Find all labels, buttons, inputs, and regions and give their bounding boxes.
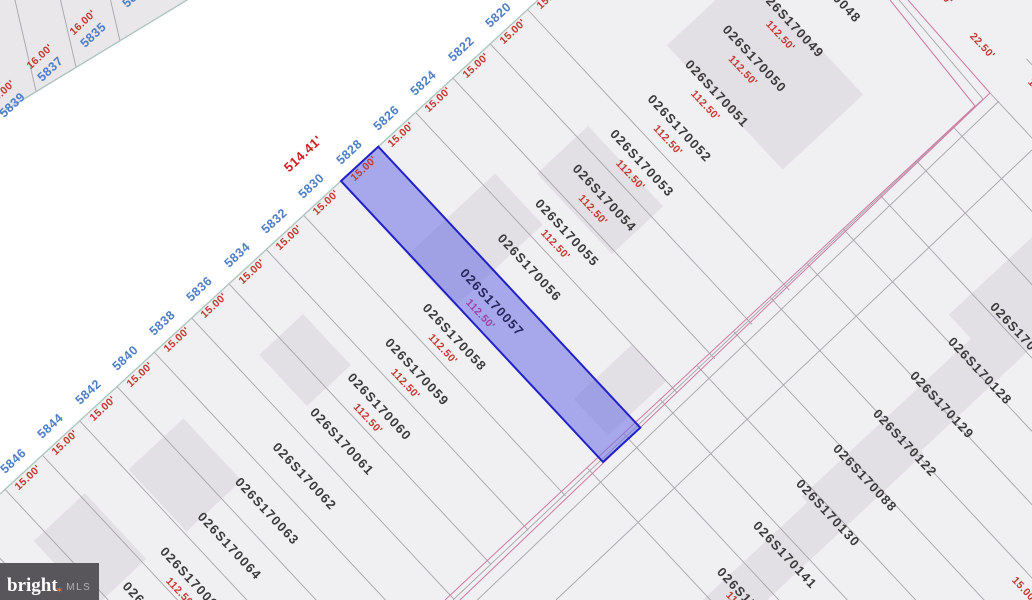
- lot-boundary-line: [154, 352, 387, 600]
- lot-boundary-line: [116, 386, 317, 600]
- building-footprint: [666, 0, 864, 170]
- lot-boundary-line: [879, 194, 1032, 359]
- lot-boundary-line: [4, 489, 109, 600]
- street-front-line: [0, 0, 189, 115]
- setback-line: [555, 149, 1032, 600]
- building-footprint: [948, 226, 1032, 344]
- lot-boundary-line: [452, 77, 716, 360]
- building-footprint: [33, 493, 147, 600]
- lot-boundary-line: [916, 160, 1032, 286]
- lot-boundary-line: [770, 297, 1032, 579]
- building-footprint: [536, 125, 664, 255]
- building-footprint: [696, 421, 924, 600]
- street-front-line: [0, 0, 539, 495]
- brightmls-mls-text: MLS: [66, 582, 92, 593]
- lot-boundary-line: [623, 433, 780, 600]
- lot-boundary-line: [79, 420, 248, 600]
- brightmls-watermark: bright ✶ MLS: [0, 563, 99, 600]
- lot-boundary-line: [191, 317, 455, 600]
- building-footprint: [259, 313, 351, 407]
- lot-boundary-line: [42, 455, 179, 600]
- lot-boundary-line: [953, 126, 1032, 213]
- brightmls-spark-icon: ✶: [55, 585, 64, 595]
- lot-boundary-line: [415, 112, 678, 394]
- lot-boundary-line: [806, 263, 1032, 506]
- building-footprint: [128, 418, 242, 532]
- lot-boundary-line: [843, 229, 1032, 432]
- lot-boundary-line: [228, 283, 492, 565]
- lot-boundary-line: [489, 43, 753, 325]
- lot-boundary-line: [527, 9, 790, 291]
- lot-boundary-line: [303, 214, 566, 497]
- lot-boundary-line: [14, 0, 37, 92]
- lot-boundary-line: [266, 249, 529, 531]
- alley-edge-line: [476, 100, 1000, 600]
- lot-boundary-line: [110, 0, 121, 42]
- lot-boundary-line: [60, 0, 77, 68]
- lot-boundary-line: [587, 467, 712, 600]
- brightmls-logo-text: bright: [7, 575, 58, 596]
- highlighted-parcel-026S170057[interactable]: [339, 145, 642, 464]
